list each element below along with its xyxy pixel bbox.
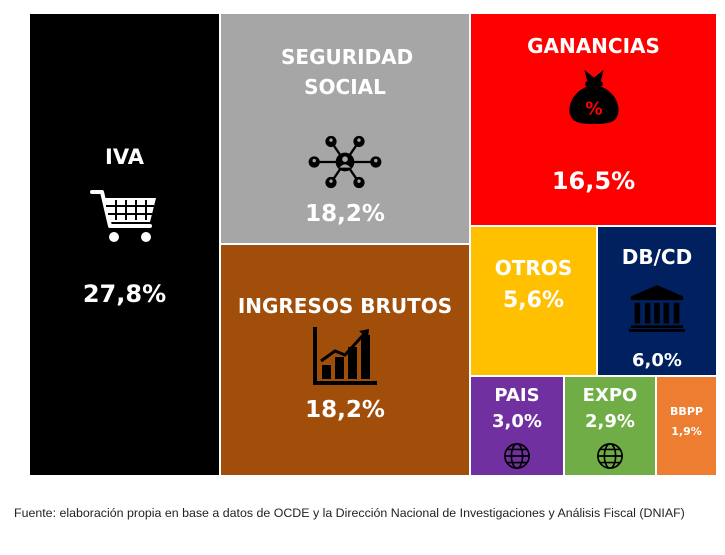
tile-ganancias: GANANCIAS % 16,5% <box>471 14 716 225</box>
tile-seguridad-social-value: 18,2% <box>305 201 385 227</box>
tile-db-cd-label: DB/CD <box>621 245 693 269</box>
tile-pais-value: 3,0% <box>492 411 542 432</box>
tile-iva: IVA 27,8% <box>30 14 219 475</box>
network-people-icon <box>308 135 382 189</box>
bank-building-icon <box>629 285 685 332</box>
tile-pais: PAIS 3,0% <box>471 377 563 475</box>
tile-seguridad-social-label: SEGURIDAD SOCIAL <box>281 45 414 99</box>
tile-otros-value: 5,6% <box>502 288 564 313</box>
globe-icon <box>597 443 623 469</box>
tile-seguridad-social: SEGURIDAD SOCIAL 18,2% <box>221 14 469 243</box>
tile-db-cd: DB/CD 6,0% <box>598 227 716 375</box>
tile-expo: EXPO 2,9% <box>565 377 655 475</box>
money-bag-percent-icon: % <box>568 69 619 125</box>
tile-bbpp: BBPP 1,9% <box>657 377 716 475</box>
svg-text:%: % <box>585 99 602 119</box>
tile-ingresos-brutos-value: 18,2% <box>305 397 385 423</box>
tile-otros: OTROS 5,6% <box>471 227 596 375</box>
tile-bbpp-value: 1,9% <box>671 425 702 438</box>
tile-ingresos-brutos-label: INGRESOS BRUTOS <box>237 294 453 318</box>
tile-expo-value: 2,9% <box>585 411 635 432</box>
tile-iva-value: 27,8% <box>82 280 167 308</box>
globe-icon <box>504 443 530 469</box>
tile-ingresos-brutos: INGRESOS BRUTOS 18,2% <box>221 245 469 475</box>
tile-expo-label: EXPO <box>582 385 638 406</box>
tile-pais-label: PAIS <box>494 385 540 406</box>
tile-bbpp-label: BBPP <box>670 405 703 418</box>
tile-iva-label: IVA <box>105 145 144 169</box>
tile-otros-label: OTROS <box>494 256 573 280</box>
shopping-cart-icon <box>89 190 156 242</box>
growth-bar-chart-icon <box>313 327 377 385</box>
tile-ganancias-label: GANANCIAS <box>527 34 660 58</box>
tile-db-cd-value: 6,0% <box>632 350 682 371</box>
source-note: Fuente: elaboración propia en base a dat… <box>14 506 685 520</box>
tile-ganancias-value: 16,5% <box>551 167 636 195</box>
